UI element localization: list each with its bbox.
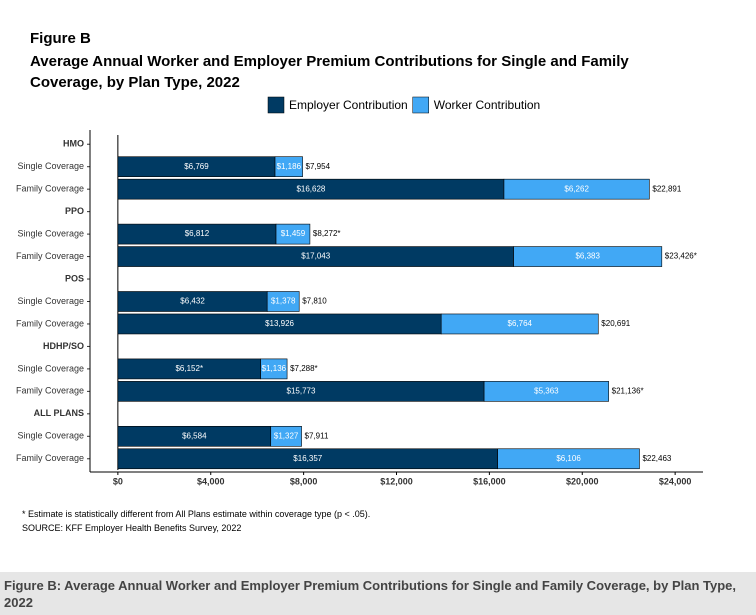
total-label: $20,691 <box>601 319 630 328</box>
value-label: $6,764 <box>508 319 533 328</box>
value-label: $1,378 <box>271 297 296 306</box>
source: SOURCE: KFF Employer Health Benefits Sur… <box>22 523 242 533</box>
y-tick-label: ALL PLANS <box>34 408 84 418</box>
y-tick-label: PPO <box>65 206 84 216</box>
value-label: $6,262 <box>564 184 589 193</box>
bar-segment <box>270 425 302 447</box>
total-label: $7,911 <box>305 431 329 440</box>
y-tick-label: HDHP/SO <box>43 341 84 351</box>
x-tick-label: $16,000 <box>473 476 506 486</box>
y-tick-label: Single Coverage <box>17 363 84 373</box>
value-label: $6,432 <box>180 297 205 306</box>
bar-segment <box>266 291 300 312</box>
bar-segment <box>260 358 288 380</box>
value-label: $6,769 <box>184 162 209 171</box>
value-label: $1,327 <box>274 431 299 440</box>
x-tick-label: $20,000 <box>566 476 599 486</box>
legend-label: Employer Contribution <box>289 98 408 112</box>
total-label: $22,891 <box>652 184 681 193</box>
total-label: $7,810 <box>302 297 327 306</box>
y-tick-label: Single Coverage <box>17 431 84 441</box>
value-label: $16,357 <box>293 454 322 463</box>
footnote: * Estimate is statistically different fr… <box>22 509 371 519</box>
y-tick-label: Family Coverage <box>16 184 84 194</box>
value-label: $6,152* <box>175 364 203 373</box>
y-tick-label: Single Coverage <box>17 161 84 171</box>
bar-segment <box>503 178 650 200</box>
total-label: $8,272* <box>313 229 341 238</box>
value-label: $17,043 <box>301 252 330 261</box>
total-label: $7,288* <box>290 364 318 373</box>
legend-label: Worker Contribution <box>434 98 541 112</box>
value-label: $1,136 <box>262 364 287 373</box>
total-label: $7,954 <box>306 162 331 171</box>
bar-segment <box>274 156 303 177</box>
chart-title: Figure B <box>30 30 91 47</box>
legend-swatch <box>412 96 429 114</box>
bar-segment <box>497 448 640 470</box>
y-tick-label: Family Coverage <box>16 251 84 261</box>
y-tick-label: Family Coverage <box>16 386 84 396</box>
bar-segment <box>440 313 599 335</box>
value-label: $13,926 <box>265 319 294 328</box>
caption: Figure B: Average Annual Worker and Empl… <box>0 572 756 615</box>
value-label: $16,628 <box>296 184 325 193</box>
value-label: $6,584 <box>182 431 207 440</box>
y-tick-label: HMO <box>63 139 84 149</box>
x-tick-label: $8,000 <box>290 476 318 486</box>
value-label: $5,363 <box>534 386 559 395</box>
value-label: $6,383 <box>575 252 600 261</box>
notes: * Estimate is statistically different fr… <box>22 507 370 535</box>
bar-segment <box>483 381 609 402</box>
header: Figure B Average Annual Worker and Emplo… <box>30 30 700 93</box>
y-tick-label: Family Coverage <box>16 318 84 328</box>
x-tick-label: $4,000 <box>197 476 225 486</box>
value-label: $6,106 <box>556 454 581 463</box>
y-tick-label: Family Coverage <box>16 453 84 463</box>
total-label: $23,426* <box>665 252 697 261</box>
y-tick-label: Single Coverage <box>17 228 84 238</box>
chart-subtitle: Average Annual Worker and Employer Premi… <box>30 53 629 91</box>
y-tick-label: Single Coverage <box>17 296 84 306</box>
total-label: $21,136* <box>612 386 644 395</box>
total-label: $22,463 <box>642 454 671 463</box>
value-label: $15,773 <box>287 386 316 395</box>
value-label: $6,812 <box>185 229 210 238</box>
bar-segment <box>513 246 663 267</box>
x-tick-label: $24,000 <box>659 476 692 486</box>
x-tick-label: $0 <box>113 476 123 486</box>
value-label: $1,459 <box>281 229 306 238</box>
x-tick-label: $12,000 <box>380 476 413 486</box>
value-label: $1,186 <box>277 162 302 171</box>
bar-segment <box>275 223 311 245</box>
chart: Employer Contribution Worker Contribution… <box>16 96 703 486</box>
legend-swatch <box>267 96 285 114</box>
y-tick-label: POS <box>65 273 84 283</box>
